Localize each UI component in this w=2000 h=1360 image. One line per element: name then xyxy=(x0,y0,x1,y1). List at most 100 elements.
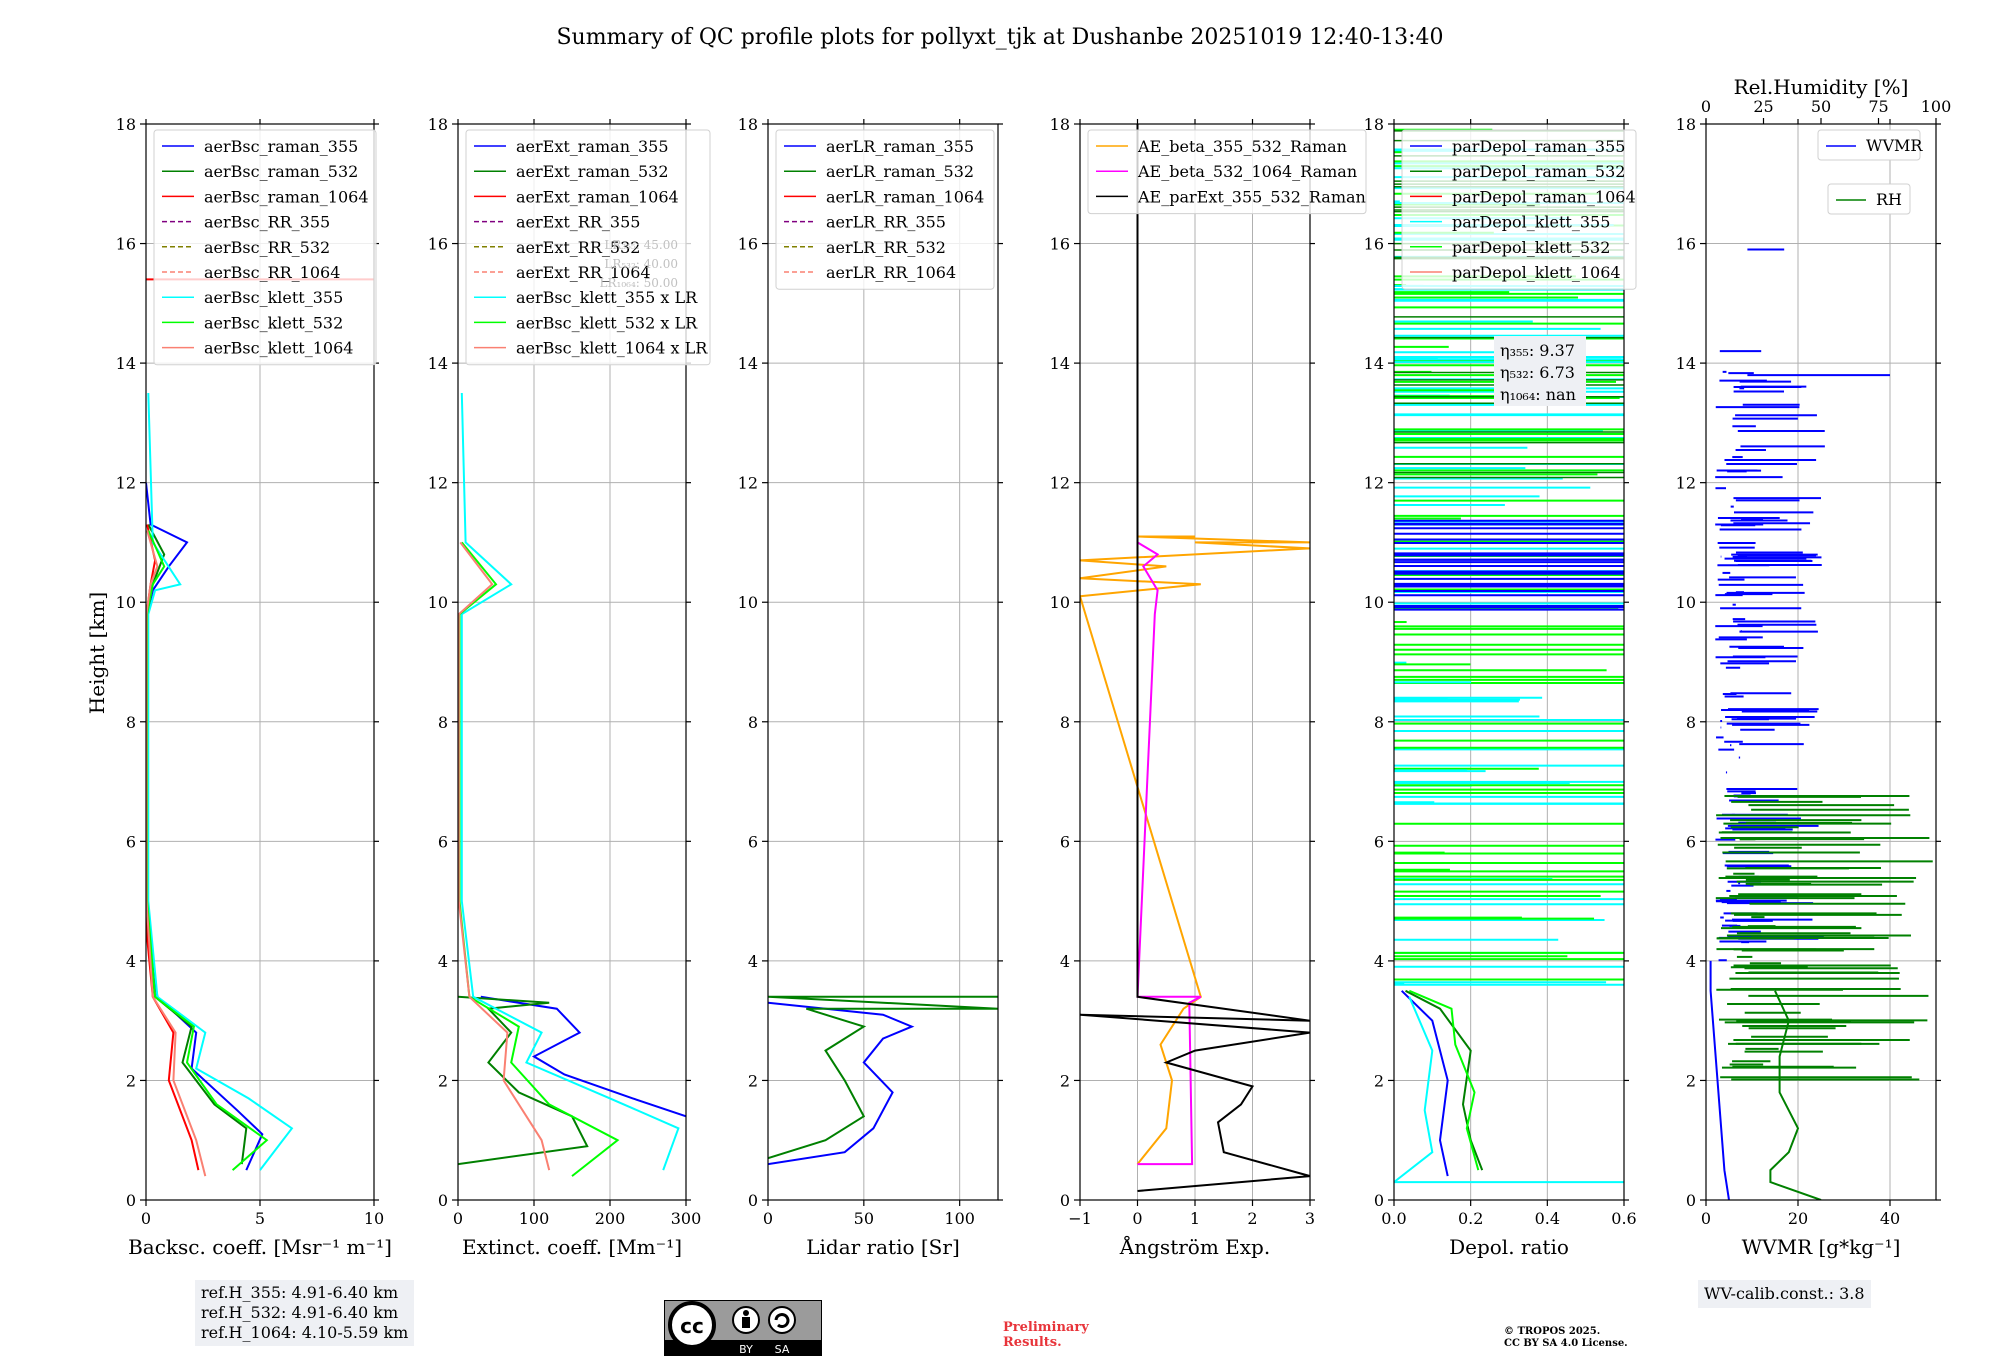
eta-label: η₁₀₆₄: nan xyxy=(1500,385,1576,404)
panel-depol: 0 2 4 6 8 10 12 14 16 18 0.0 0.2 0.4 0.6 Depol. ratio p… xyxy=(1364,115,1637,1259)
series-group xyxy=(146,278,374,1177)
x-tick-label: 300 xyxy=(671,1209,702,1228)
y-tick-label: 10 xyxy=(116,593,136,612)
y-tick-label: 14 xyxy=(1676,354,1696,373)
y-tick-label: 14 xyxy=(738,354,758,373)
by-text: BY xyxy=(739,1343,753,1356)
legend-label: AE_beta_355_532_Raman xyxy=(1137,137,1347,156)
panel-bsc: 0 2 4 6 8 10 12 14 16 18 0 5 10 Backsc. coeff. [Msr⁻¹… xyxy=(116,115,392,1259)
x-axis-label: WVMR [g*kg⁻¹] xyxy=(1742,1235,1901,1259)
y-tick-label: 6 xyxy=(748,832,758,851)
y-tick-label: 10 xyxy=(428,593,448,612)
y-tick-label: 18 xyxy=(1364,115,1384,134)
series-aerExt_raman_355 xyxy=(480,995,686,1118)
y-tick-label: 6 xyxy=(1060,832,1070,851)
series-aerLR_raman_532 xyxy=(768,995,998,1160)
top-x-axis-label: Rel.Humidity [%] xyxy=(1734,75,1909,99)
y-tick-label: 16 xyxy=(116,235,136,254)
legend-box xyxy=(153,129,377,366)
series-aerBsc_raman_355 xyxy=(146,482,264,1171)
legend-label: aerLR_RR_532 xyxy=(826,238,946,257)
x-tick-label: 0.6 xyxy=(1611,1209,1636,1228)
y-tick-label: 4 xyxy=(1374,952,1384,971)
preliminary-line-2: Results. xyxy=(1003,1335,1062,1350)
x-tick-label: 50 xyxy=(854,1209,874,1228)
y-tick-label: 2 xyxy=(748,1071,758,1090)
plot-frame xyxy=(1393,123,1625,1201)
legend-box xyxy=(1817,129,1921,161)
y-tick-label: 8 xyxy=(438,713,448,732)
legend-label: parDepol_klett_355 xyxy=(1452,213,1610,232)
dense-noise xyxy=(1715,248,1933,1081)
top-x-tick-label: 25 xyxy=(1753,97,1773,116)
legend-label: aerBsc_klett_532 x LR xyxy=(516,313,698,332)
series-aerExt_klett_532 xyxy=(458,541,620,1177)
y-tick-label: 0 xyxy=(1374,1191,1384,1210)
x-axis-label: Backsc. coeff. [Msr⁻¹ m⁻¹] xyxy=(128,1235,392,1259)
legend-label: aerBsc_RR_532 xyxy=(204,238,330,257)
x-tick-label: 0 xyxy=(453,1209,463,1228)
y-tick-label: 0 xyxy=(748,1191,758,1210)
y-tick-label: 2 xyxy=(438,1071,448,1090)
lr-annotation: LR₅₃₂: 40.00 xyxy=(604,257,678,271)
series-aerBsc_klett_1064 xyxy=(146,530,207,1177)
y-tick-label: 12 xyxy=(738,474,758,493)
copyright-line-1: © TROPOS 2025. xyxy=(1504,1326,1601,1337)
copyright-line-2: CC BY SA 4.0 License. xyxy=(1504,1338,1628,1349)
x-tick-label: 0 xyxy=(1132,1209,1142,1228)
y-tick-label: 14 xyxy=(1050,354,1070,373)
eta-box xyxy=(1494,336,1586,406)
legend-box xyxy=(1087,129,1367,215)
y-tick-label: 10 xyxy=(1050,593,1070,612)
series-RH xyxy=(1769,990,1822,1200)
legend-label: aerLR_raman_1064 xyxy=(826,187,984,206)
legend-label: parDepol_raman_355 xyxy=(1452,137,1625,156)
wv-calib-box: WV-calib.const.: 3.8 xyxy=(1698,1280,1871,1308)
x-axis-label: Ångström Exp. xyxy=(1119,1234,1270,1259)
y-axis-label: Height [km] xyxy=(85,592,109,714)
y-tick-label: 14 xyxy=(116,354,136,373)
y-tick-label: 8 xyxy=(1374,713,1384,732)
y-tick-label: 2 xyxy=(1060,1071,1070,1090)
series-aerExt_raman_532 xyxy=(458,995,589,1166)
series-group xyxy=(768,995,998,1166)
legend-label: AE_parExt_355_532_Raman xyxy=(1137,187,1366,206)
legend-label: aerBsc_RR_355 xyxy=(204,213,330,232)
legend-label: aerLR_RR_355 xyxy=(826,213,946,232)
y-tick-label: 12 xyxy=(428,474,448,493)
legend-box xyxy=(1401,129,1637,290)
legend-label: aerBsc_klett_532 xyxy=(204,313,343,332)
ref-height-355: ref.H_355: 4.91-6.40 km xyxy=(201,1283,399,1302)
y-tick-label: 8 xyxy=(748,713,758,732)
legend-label: aerLR_RR_1064 xyxy=(826,263,956,282)
y-tick-label: 4 xyxy=(748,952,758,971)
series-group xyxy=(1709,960,1822,1200)
legend-label: aerBsc_klett_355 x LR xyxy=(516,288,698,307)
cc-text: cc xyxy=(680,1314,704,1338)
plot-frame xyxy=(457,123,687,1201)
series-AE_beta_532_1064_Raman xyxy=(1136,541,1202,1166)
legend-label: aerExt_RR_1064 xyxy=(516,263,651,282)
legend-box xyxy=(465,129,711,366)
plot-frame xyxy=(767,123,999,1201)
legend-label: aerBsc_klett_1064 x LR xyxy=(516,339,708,358)
y-tick-label: 12 xyxy=(1050,474,1070,493)
y-tick-label: 2 xyxy=(1374,1071,1384,1090)
y-tick-label: 18 xyxy=(1050,115,1070,134)
legend-label: aerBsc_RR_1064 xyxy=(204,263,340,282)
figure-title: Summary of QC profile plots for pollyxt_… xyxy=(556,25,1443,50)
panel-lr: 0 2 4 6 8 10 12 14 16 18 0 50 100 Lidar ratio [Sr] aer… xyxy=(738,115,1003,1259)
legend-label: AE_beta_532_1064_Raman xyxy=(1137,162,1357,181)
y-tick-label: 0 xyxy=(1686,1191,1696,1210)
panel-wv: 0 2 4 6 8 10 12 14 16 18 0 20 40 WVMR [g*kg⁻¹] 0 25 50 75… xyxy=(1676,75,1952,1259)
series-parDepol_raman_532 xyxy=(1405,989,1484,1171)
x-tick-label: 0.0 xyxy=(1381,1209,1406,1228)
y-tick-label: 14 xyxy=(1364,354,1384,373)
series-group xyxy=(458,392,686,1177)
x-tick-label: 10 xyxy=(364,1209,384,1228)
x-tick-label: 0 xyxy=(763,1209,773,1228)
series-parDepol_klett_355 xyxy=(1394,996,1624,1184)
y-tick-label: 10 xyxy=(1364,593,1384,612)
y-tick-label: 8 xyxy=(1060,713,1070,732)
